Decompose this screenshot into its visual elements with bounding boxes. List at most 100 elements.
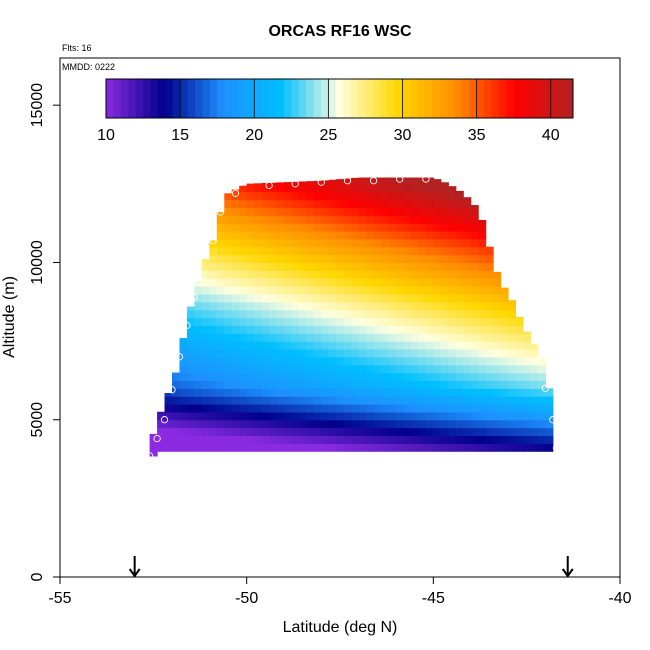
heatmap-cell: [373, 191, 382, 201]
colorbar-segment: [506, 79, 515, 118]
heatmap-cell: [410, 301, 419, 311]
heatmap-cell: [358, 207, 367, 216]
heatmap-cell: [328, 396, 337, 405]
heatmap-cell: [336, 372, 345, 382]
heatmap-cell: [463, 435, 472, 444]
heatmap-cell: [493, 396, 502, 405]
heatmap-cell: [396, 427, 405, 437]
heatmap-cell: [373, 380, 382, 389]
heatmap-cell: [261, 262, 270, 271]
heatmap-cell: [343, 293, 352, 303]
heatmap-cell: [478, 286, 487, 295]
heatmap-cell: [433, 183, 442, 193]
heatmap-cell: [396, 231, 405, 240]
heatmap-cell: [470, 231, 479, 240]
heatmap-cell: [224, 193, 233, 201]
heatmap-cell: [485, 404, 494, 413]
heatmap-cell: [231, 278, 240, 287]
heatmap-cell: [231, 372, 240, 382]
heatmap-cell: [455, 190, 464, 193]
heatmap-cell: [425, 293, 434, 303]
heatmap-cell: [306, 333, 315, 342]
heatmap-cell: [194, 396, 203, 405]
heatmap-cell: [478, 254, 487, 264]
heatmap-cell: [209, 427, 218, 437]
heatmap-cell: [313, 191, 322, 201]
heatmap-cell: [440, 278, 449, 287]
heatmap-cell: [239, 191, 248, 201]
heatmap-cell: [313, 364, 322, 374]
heatmap-cell: [261, 191, 270, 201]
heatmap-cell: [224, 443, 233, 452]
heatmap-cell: [425, 246, 434, 256]
heatmap-cell: [298, 396, 307, 405]
heatmap-cell: [209, 364, 218, 374]
heatmap-cell: [269, 183, 278, 193]
heatmap-cell: [425, 411, 434, 421]
heatmap-cell: [388, 364, 397, 374]
heatmap-cell: [343, 427, 352, 437]
heatmap-cell: [403, 246, 412, 256]
heatmap-cell: [373, 183, 382, 193]
heatmap-cell: [209, 388, 218, 397]
heatmap-cell: [254, 435, 263, 444]
heatmap-cell: [463, 270, 472, 279]
heatmap-cell: [455, 356, 464, 366]
arrows: [128, 556, 574, 578]
heatmap-cell: [522, 348, 531, 358]
heatmap-cell: [425, 356, 434, 366]
heatmap-cell: [209, 317, 218, 326]
heatmap-cell: [201, 427, 210, 437]
flight-point: [183, 321, 191, 330]
heatmap-cell: [276, 191, 285, 201]
heatmap-cell: [403, 238, 412, 248]
heatmap-cell: [396, 238, 405, 248]
heatmap-cell: [463, 341, 472, 350]
heatmap-cell: [508, 348, 517, 358]
heatmap-cell: [201, 333, 210, 342]
heatmap-cell: [269, 348, 278, 358]
heatmap-cell: [470, 238, 479, 248]
heatmap-cell: [231, 404, 240, 413]
flight-point: [448, 173, 456, 182]
heatmap-cell: [246, 223, 255, 232]
heatmap-cell: [291, 207, 300, 216]
heatmap-cell: [433, 179, 442, 185]
flight-point: [175, 353, 184, 361]
colorbar-segment: [432, 79, 441, 118]
heatmap-cell: [470, 435, 479, 444]
heatmap-cell: [343, 199, 352, 209]
heatmap-cell: [455, 325, 464, 334]
heatmap-cell: [470, 246, 479, 256]
colorbar-segment: [313, 79, 322, 118]
heatmap-cell: [261, 293, 270, 303]
heatmap-cell: [396, 364, 405, 374]
heatmap-cell: [448, 207, 457, 216]
heatmap-cell: [276, 427, 285, 437]
heatmap-cell: [455, 404, 464, 413]
heatmap-cell: [373, 427, 382, 437]
heatmap-cell: [410, 348, 419, 358]
heatmap-cell: [336, 231, 345, 240]
heatmap-cell: [410, 215, 419, 224]
heatmap-cell: [522, 419, 531, 429]
heatmap-cell: [343, 317, 352, 326]
heatmap-cell: [254, 356, 263, 366]
y-tick-label: 5000: [29, 402, 46, 438]
heatmap-cell: [157, 435, 166, 444]
heatmap-cell: [291, 380, 300, 389]
heatmap-cell: [396, 262, 405, 271]
heatmap-cell: [231, 325, 240, 334]
heatmap-cell: [433, 262, 442, 271]
heatmap-cell: [216, 212, 225, 216]
heatmap-cell: [321, 191, 330, 201]
heatmap-cell: [269, 246, 278, 256]
heatmap-cell: [246, 364, 255, 374]
heatmap-cell: [366, 348, 375, 358]
heatmap-cell: [410, 199, 419, 209]
heatmap-cell: [254, 325, 263, 334]
heatmap-cell: [433, 364, 442, 374]
colorbar-segment: [343, 79, 352, 118]
heatmap-cell: [224, 427, 233, 437]
heatmap-cell: [328, 404, 337, 413]
